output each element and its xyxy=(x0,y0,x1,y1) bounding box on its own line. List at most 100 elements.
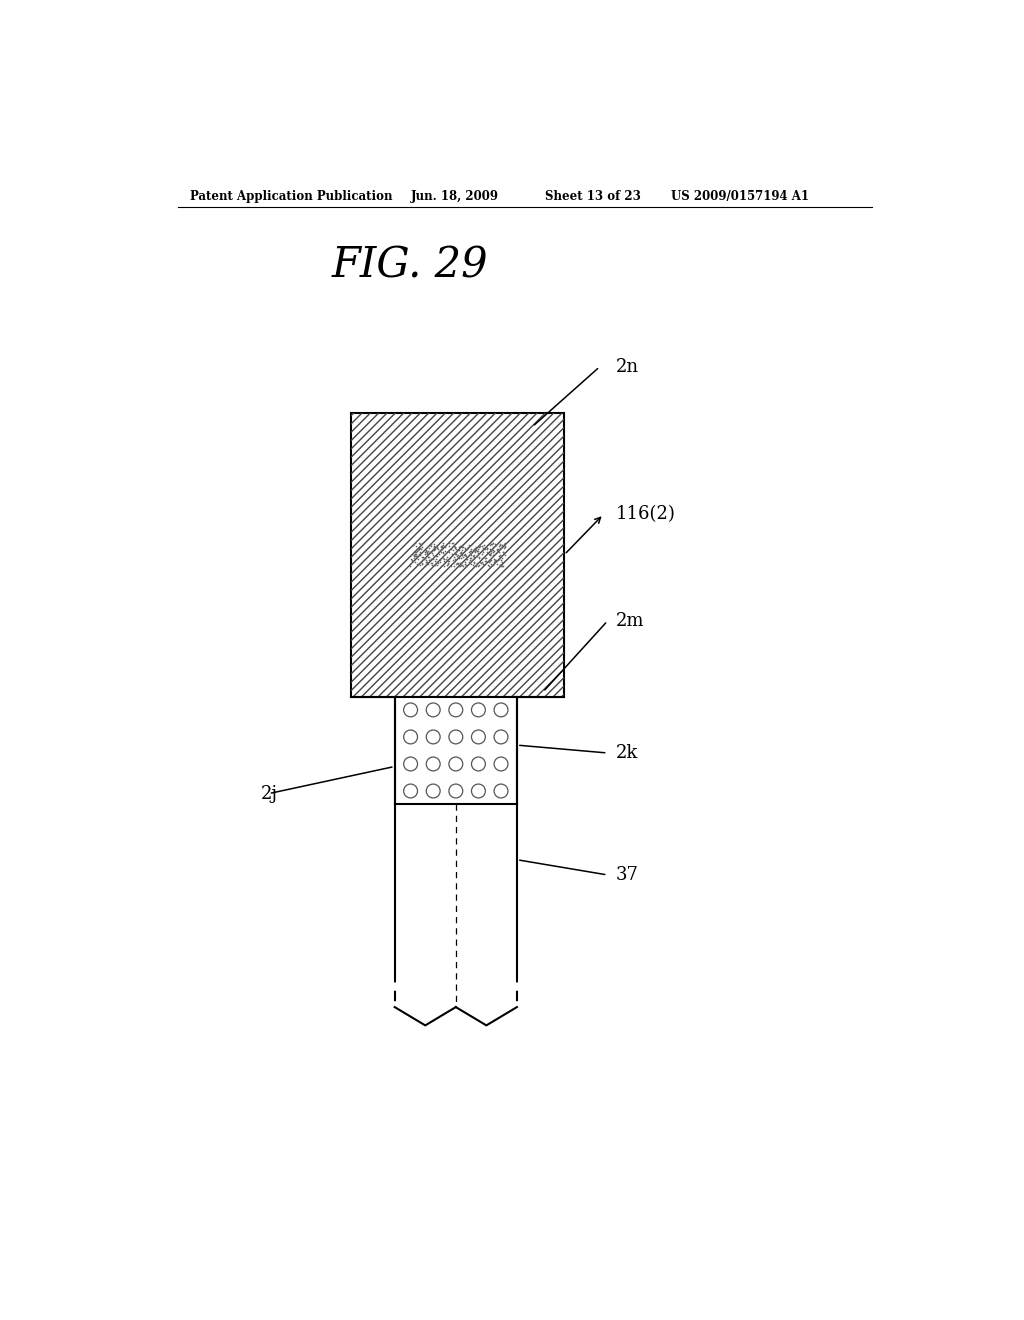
Point xyxy=(484,533,501,554)
Point xyxy=(433,556,450,577)
Point xyxy=(429,537,445,558)
Point xyxy=(459,548,475,569)
Point xyxy=(456,545,472,566)
Point xyxy=(408,545,424,566)
Point xyxy=(481,554,498,576)
Point xyxy=(420,546,436,568)
Point xyxy=(475,539,492,560)
Text: Jun. 18, 2009: Jun. 18, 2009 xyxy=(411,190,499,202)
Point xyxy=(492,544,508,565)
Point xyxy=(423,553,439,574)
Circle shape xyxy=(449,730,463,744)
Point xyxy=(486,550,503,572)
Point xyxy=(487,549,504,570)
Point xyxy=(467,541,483,562)
Point xyxy=(419,543,435,564)
Point xyxy=(464,549,480,570)
Point xyxy=(451,537,467,558)
Point xyxy=(423,548,439,569)
Point xyxy=(404,535,421,556)
Circle shape xyxy=(449,758,463,771)
Point xyxy=(468,556,484,577)
Point xyxy=(494,552,510,573)
Point xyxy=(457,544,473,565)
Point xyxy=(493,535,509,556)
Bar xyxy=(351,413,564,697)
Point xyxy=(492,554,508,576)
Circle shape xyxy=(471,704,485,717)
Point xyxy=(423,543,439,564)
Point xyxy=(462,544,478,565)
Point xyxy=(474,536,490,557)
Point xyxy=(495,541,511,562)
Point xyxy=(457,553,473,574)
Point xyxy=(470,535,486,556)
Point xyxy=(466,552,482,573)
Point xyxy=(487,535,504,556)
Point xyxy=(427,550,443,572)
Point xyxy=(492,537,508,558)
Point xyxy=(494,535,510,556)
Point xyxy=(484,541,501,562)
Point xyxy=(488,553,505,574)
Point xyxy=(426,540,442,561)
Point xyxy=(440,553,457,574)
Point xyxy=(403,550,420,572)
Circle shape xyxy=(471,758,485,771)
Point xyxy=(429,546,445,568)
Point xyxy=(494,548,510,569)
Point xyxy=(485,540,502,561)
Point xyxy=(475,537,492,558)
Point xyxy=(418,553,434,574)
Point xyxy=(464,533,480,554)
Point xyxy=(468,540,484,561)
Point xyxy=(427,539,443,560)
Point xyxy=(488,539,505,560)
Point xyxy=(493,554,509,576)
Point xyxy=(437,549,454,570)
Point xyxy=(435,533,452,554)
Text: 2j: 2j xyxy=(261,784,278,803)
Point xyxy=(471,548,487,569)
Point xyxy=(447,543,464,564)
Point xyxy=(407,544,423,565)
Point xyxy=(444,549,461,570)
Point xyxy=(454,536,470,557)
Point xyxy=(450,554,466,576)
Point xyxy=(462,549,478,570)
Point xyxy=(423,549,439,570)
Point xyxy=(474,544,490,565)
Point xyxy=(471,554,487,576)
Point xyxy=(476,535,493,556)
Point xyxy=(424,552,440,573)
Point xyxy=(471,537,487,558)
Point xyxy=(429,536,445,557)
Point xyxy=(477,539,494,560)
Circle shape xyxy=(403,784,418,799)
Circle shape xyxy=(471,730,485,744)
Point xyxy=(416,549,432,570)
Point xyxy=(440,533,457,554)
Point xyxy=(471,546,487,568)
Point xyxy=(408,541,424,562)
Point xyxy=(442,556,459,577)
Point xyxy=(434,535,451,556)
Point xyxy=(449,540,465,561)
Point xyxy=(474,553,490,574)
Point xyxy=(435,550,452,572)
Point xyxy=(426,536,442,557)
Point xyxy=(430,553,446,574)
Point xyxy=(450,544,466,565)
Point xyxy=(415,546,431,568)
Point xyxy=(490,549,507,570)
Point xyxy=(457,545,473,566)
Point xyxy=(483,549,500,570)
Point xyxy=(495,556,511,577)
Point xyxy=(403,548,420,569)
Point xyxy=(453,535,469,556)
Point xyxy=(423,533,439,554)
Point xyxy=(412,554,428,576)
Point xyxy=(479,537,496,558)
Point xyxy=(463,544,479,565)
Point xyxy=(469,552,485,573)
